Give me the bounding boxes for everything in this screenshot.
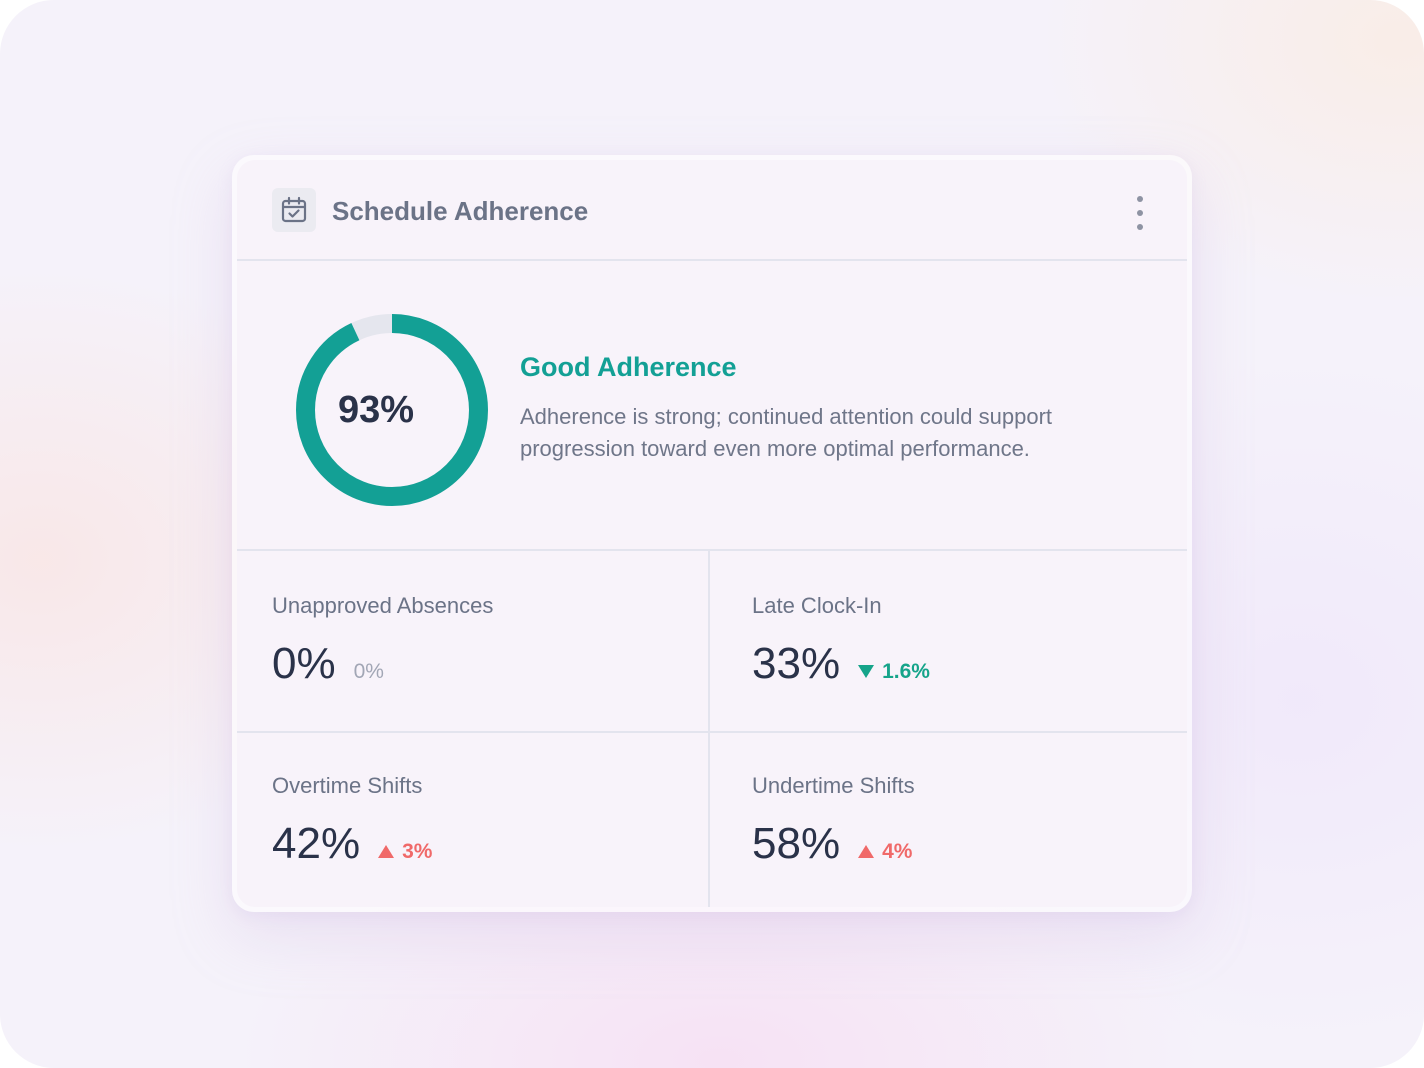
adherence-percentage: 93%	[337, 388, 415, 431]
schedule-adherence-card: Schedule Adherence 93% Good Adherence Ad…	[232, 155, 1192, 912]
metric-values: 42% 3%	[272, 819, 432, 869]
trend-up-icon	[378, 845, 395, 858]
change-value: 0%	[353, 660, 384, 683]
change-value: 1.6%	[882, 659, 930, 683]
metric-undertime-shifts: Undertime Shifts 58% 4%	[710, 733, 1187, 907]
metric-label: Late Clock-In	[752, 593, 882, 618]
metric-overtime-shifts: Overtime Shifts 42% 3%	[237, 733, 710, 907]
metric-values: 58% 4%	[752, 819, 912, 869]
metric-values: 0% 0%	[272, 639, 384, 689]
metric-unapproved-absences: Unapproved Absences 0% 0%	[237, 551, 710, 733]
calendar-check-icon	[272, 188, 316, 232]
metric-value: 42%	[272, 819, 361, 868]
metric-values: 33% 1.6%	[752, 639, 930, 689]
metric-change: 0%	[354, 660, 384, 684]
metric-value: 33%	[752, 639, 841, 688]
metric-change: 4%	[858, 840, 912, 864]
trend-up-icon	[858, 845, 875, 858]
metric-change: 1.6%	[858, 660, 930, 684]
adherence-status-description: Adherence is strong; continued attention…	[520, 404, 1053, 461]
metric-change: 3%	[378, 840, 432, 864]
more-options-button[interactable]	[1127, 196, 1153, 230]
adherence-donut-chart: 93%	[295, 313, 489, 507]
metric-late-clock-in: Late Clock-In 33% 1.6%	[710, 551, 1187, 733]
change-value: 3%	[402, 839, 433, 863]
change-value: 4%	[882, 839, 913, 863]
metric-label: Unapproved Absences	[272, 593, 494, 618]
more-vertical-icon	[1137, 196, 1143, 202]
card-header: Schedule Adherence	[237, 160, 1187, 261]
metric-label: Overtime Shifts	[272, 773, 423, 798]
trend-down-icon	[858, 665, 875, 678]
card-title: Schedule Adherence	[332, 196, 589, 226]
adherence-summary: 93% Good Adherence Adherence is strong; …	[237, 261, 1187, 551]
adherence-status-title: Good Adherence	[520, 352, 737, 382]
donut-progress-arc	[296, 314, 488, 506]
metric-value: 0%	[272, 639, 336, 688]
metric-value: 58%	[752, 819, 841, 868]
metric-label: Undertime Shifts	[752, 773, 915, 798]
card-body: Schedule Adherence 93% Good Adherence Ad…	[237, 160, 1187, 907]
